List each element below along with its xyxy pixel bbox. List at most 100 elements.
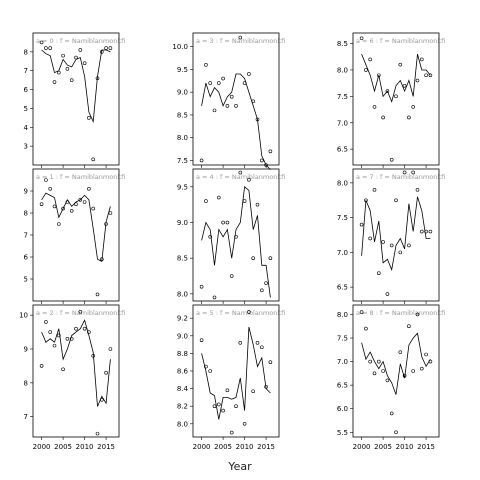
y-tick-label: 8 xyxy=(24,379,28,387)
data-point xyxy=(385,292,390,296)
data-point xyxy=(87,330,91,334)
data-point xyxy=(259,345,264,350)
y-tick-label: 7.5 xyxy=(177,157,188,165)
data-point xyxy=(212,404,217,409)
y-tick-label: 8.0 xyxy=(177,290,188,298)
data-point xyxy=(381,369,385,373)
panel-frame xyxy=(352,304,440,438)
data-point xyxy=(56,70,61,75)
data-point xyxy=(407,115,411,120)
data-point xyxy=(247,72,251,76)
facet-panel: a = 6 : f = Namiblanmonkfi 6.5 7.0 7.5 8.0 8.… xyxy=(337,32,445,168)
y-tick-label: 9.5 xyxy=(177,66,188,74)
data-point xyxy=(104,370,108,375)
data-point xyxy=(402,170,407,175)
y-tick-label: 5 xyxy=(24,105,28,113)
data-point xyxy=(52,204,57,209)
x-tick-label: 2010 xyxy=(236,443,254,451)
data-point xyxy=(419,57,424,62)
fit-line xyxy=(201,73,271,170)
data-point xyxy=(225,104,230,108)
data-point xyxy=(381,115,385,120)
y-tick-label: 8.0 xyxy=(177,134,188,142)
x-tick-label: 2005 xyxy=(214,443,232,451)
panel-title: a = 0 : f = Namiblanmonkfi xyxy=(36,37,125,45)
y-tick-label: 6 xyxy=(24,86,29,94)
data-point xyxy=(108,347,113,351)
y-tick-label: 10.0 xyxy=(172,43,188,51)
x-tick-label: 2015 xyxy=(417,443,435,451)
facet-panel: a = 3 : f = Namiblanmonkfi 7.5 8.0 8.5 9.0 9.… xyxy=(172,32,285,170)
data-point xyxy=(398,250,403,255)
data-point xyxy=(74,202,78,206)
y-tick-label: 9.0 xyxy=(177,332,188,340)
y-tick-label: 9.0 xyxy=(177,219,188,227)
data-point xyxy=(364,326,368,331)
data-point xyxy=(212,108,217,113)
data-point xyxy=(368,359,373,364)
data-point xyxy=(376,73,381,78)
y-tick-label: 8.8 xyxy=(177,350,188,358)
data-point xyxy=(48,187,53,191)
data-point xyxy=(229,274,234,278)
data-point xyxy=(389,243,394,248)
data-point xyxy=(74,55,78,60)
data-point xyxy=(217,81,221,85)
x-tick-label: 2000 xyxy=(353,443,371,451)
panel-frame xyxy=(32,32,120,166)
panel-title: a = 7 : f = Namiblanmonkfi xyxy=(356,173,445,181)
y-tick-label: 10 xyxy=(19,312,28,320)
data-point xyxy=(56,333,61,338)
y-tick-label: 8.0 xyxy=(337,66,348,74)
data-point xyxy=(255,202,260,207)
data-point xyxy=(264,163,268,167)
data-point xyxy=(234,404,238,409)
y-tick-label: 3 xyxy=(24,143,28,151)
data-point xyxy=(259,288,264,293)
data-point xyxy=(100,397,104,402)
data-point xyxy=(242,199,247,203)
facet-panel: a = 7 : f = Namiblanmonkfi 6.5 7.0 7.5 8.0 xyxy=(337,168,445,304)
x-tick-label: 2005 xyxy=(54,443,72,451)
data-point xyxy=(91,353,95,358)
data-point xyxy=(108,211,113,215)
data-point xyxy=(65,337,70,341)
x-tick-label: 2000 xyxy=(193,443,211,451)
facet-panel: a = 8 : f = Namiblanmonkfi 5.5 6.0 6.5 7.0 7.… xyxy=(337,304,445,451)
data-point xyxy=(229,430,234,435)
x-tick-label: 2010 xyxy=(76,443,94,451)
data-point xyxy=(199,158,204,163)
data-point xyxy=(402,84,407,88)
data-point xyxy=(52,80,57,84)
data-point xyxy=(428,73,433,78)
panel-title: a = 3 : f = Namiblanmonkfi xyxy=(196,37,285,45)
data-point xyxy=(247,310,251,314)
data-point xyxy=(48,46,53,50)
y-tick-label: 9.0 xyxy=(177,89,188,97)
fit-line xyxy=(201,186,271,298)
y-tick-label: 8.5 xyxy=(177,111,188,119)
facet-panel: a = 0 : f = Namiblanmonkfi 3 4 5 6 7 8 xyxy=(24,32,125,168)
data-point xyxy=(424,352,428,357)
data-point xyxy=(407,243,411,248)
y-tick-label: 7 xyxy=(24,413,28,421)
data-point xyxy=(221,408,225,413)
data-point xyxy=(78,48,83,52)
data-point xyxy=(199,338,204,343)
data-point xyxy=(65,67,70,71)
data-point xyxy=(82,326,87,331)
panel-title: a = 1 : f = Namiblanmonkfi xyxy=(36,173,125,181)
y-tick-label: 7 xyxy=(24,232,28,240)
data-point xyxy=(255,117,260,122)
data-point xyxy=(394,430,398,435)
data-point xyxy=(411,105,416,109)
fit-line xyxy=(361,196,431,272)
data-point xyxy=(268,149,273,154)
data-point xyxy=(234,234,238,239)
data-point xyxy=(217,402,221,407)
data-point xyxy=(264,385,268,389)
data-point xyxy=(419,366,424,371)
data-point xyxy=(238,35,243,40)
data-point xyxy=(82,200,87,204)
